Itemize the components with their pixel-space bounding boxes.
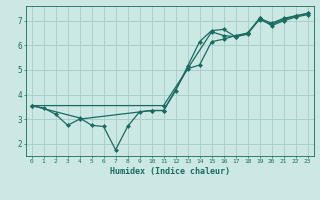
X-axis label: Humidex (Indice chaleur): Humidex (Indice chaleur) [109,167,230,176]
